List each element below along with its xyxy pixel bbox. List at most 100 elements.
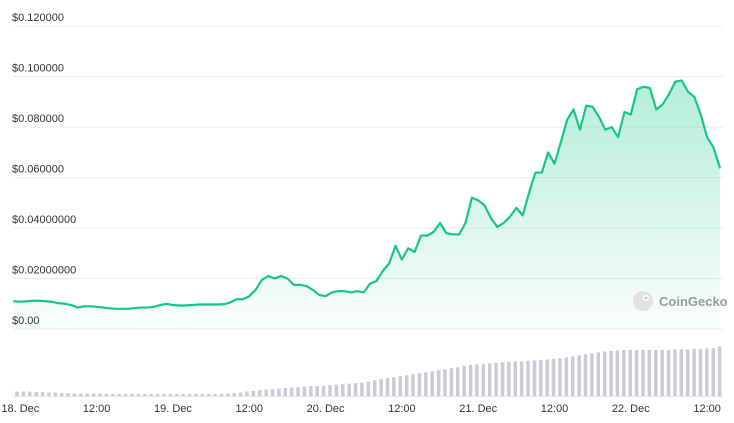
- volume-bar: [283, 388, 288, 396]
- volume-bar: [174, 394, 179, 396]
- price-line: [12, 79, 721, 310]
- volume-bar: [602, 351, 607, 396]
- volume-bar: [168, 394, 173, 396]
- y-axis-labels: $0.120000 $0.100000 $0.080000 $0.060000 $0.0…: [12, 12, 76, 327]
- volume-bar: [130, 394, 134, 396]
- y-tick-label: $0.100000: [12, 63, 64, 75]
- volume-bar: [264, 389, 268, 396]
- volume-bar: [219, 393, 224, 396]
- volume-bar: [47, 392, 51, 396]
- volume-bar: [277, 388, 281, 396]
- volume-bar: [526, 360, 530, 396]
- x-tick-label: 22. Dec: [612, 403, 650, 415]
- volume-bar: [347, 383, 351, 396]
- y-tick-label: $0.04000000: [12, 214, 76, 226]
- volume-bar: [462, 365, 466, 396]
- volume-bar: [609, 350, 613, 396]
- x-tick-label: 12:00: [541, 403, 569, 415]
- volume-bar: [289, 387, 294, 396]
- volume-bar: [360, 382, 364, 396]
- x-tick-label: 12:00: [236, 403, 264, 415]
- x-tick-label: 19. Dec: [154, 403, 192, 415]
- volume-bar: [53, 392, 58, 396]
- volume-bar: [456, 367, 460, 396]
- volume-bar: [296, 387, 300, 396]
- volume-bars: [14, 346, 723, 397]
- volume-bar: [564, 357, 569, 396]
- volume-bar: [711, 347, 716, 396]
- volume-bar: [59, 393, 64, 396]
- volume-bar: [353, 383, 358, 396]
- volume-bar: [66, 393, 70, 396]
- volume-bar: [79, 393, 83, 396]
- volume-bar: [398, 376, 403, 396]
- volume-bar: [487, 363, 492, 396]
- volume-bar: [315, 386, 319, 396]
- x-tick-label: 12:00: [388, 403, 416, 415]
- volume-bar: [679, 349, 684, 396]
- volume-bar: [507, 361, 511, 396]
- volume-bar: [481, 363, 486, 396]
- y-tick-label: $0.00: [12, 315, 40, 327]
- volume-bar: [187, 394, 192, 396]
- volume-bar: [577, 355, 581, 396]
- volume-bar: [532, 360, 537, 396]
- volume-bar: [634, 349, 639, 396]
- volume-bar: [245, 391, 249, 396]
- y-tick-label: $0.02000000: [12, 265, 76, 277]
- volume-bar: [98, 393, 102, 396]
- volume-bar: [385, 378, 390, 396]
- volume-bar: [411, 374, 415, 396]
- x-tick-label: 12:00: [83, 403, 111, 415]
- volume-bar: [392, 377, 396, 396]
- volume-bar: [551, 358, 556, 396]
- volume-bar: [309, 386, 313, 396]
- volume-bar: [513, 361, 518, 396]
- volume-bar: [628, 349, 632, 396]
- volume-bar: [622, 349, 626, 396]
- volume-bar: [117, 394, 121, 396]
- volume-bar: [40, 392, 45, 396]
- x-axis-labels: 18. Dec 12:00 19. Dec 12:00 20. Dec 12:00 21. …: [1, 403, 720, 415]
- volume-bar: [705, 348, 709, 396]
- volume-bar: [417, 373, 422, 396]
- volume-bar: [660, 349, 664, 396]
- volume-bar: [583, 354, 588, 396]
- x-tick-label: 12:00: [693, 403, 721, 415]
- volume-bar: [232, 393, 236, 396]
- volume-bar: [519, 361, 524, 396]
- volume-bar: [468, 364, 473, 396]
- volume-bar: [302, 386, 307, 396]
- volume-bar: [372, 380, 377, 396]
- volume-bar: [226, 393, 230, 396]
- volume-bar: [238, 392, 243, 396]
- volume-bar: [615, 350, 620, 396]
- volume-bar: [162, 394, 166, 396]
- volume-bar: [596, 352, 601, 396]
- y-tick-label: $0.060000: [12, 164, 64, 176]
- volume-bar: [717, 346, 722, 396]
- volume-bar: [494, 362, 498, 396]
- volume-bar: [590, 353, 594, 396]
- volume-bar: [436, 370, 441, 396]
- volume-bar: [257, 390, 262, 396]
- x-tick-label: 18. Dec: [1, 403, 39, 415]
- y-tick-label: $0.080000: [12, 113, 64, 125]
- volume-bar: [143, 394, 147, 396]
- volume-bar: [206, 394, 211, 396]
- volume-bar: [334, 384, 339, 396]
- volume-bar: [647, 349, 652, 396]
- coingecko-watermark-text: CoinGecko: [659, 294, 728, 309]
- volume-bar: [34, 392, 38, 396]
- x-tick-label: 21. Dec: [459, 403, 497, 415]
- coingecko-watermark: CoinGecko: [633, 291, 728, 311]
- volume-bar: [654, 349, 658, 396]
- volume-bar: [692, 348, 696, 396]
- volume-bar: [666, 349, 671, 396]
- volume-bar: [123, 394, 128, 396]
- volume-bar: [539, 359, 543, 396]
- volume-bar: [379, 379, 383, 396]
- volume-bar: [698, 348, 703, 396]
- volume-bar: [673, 349, 677, 396]
